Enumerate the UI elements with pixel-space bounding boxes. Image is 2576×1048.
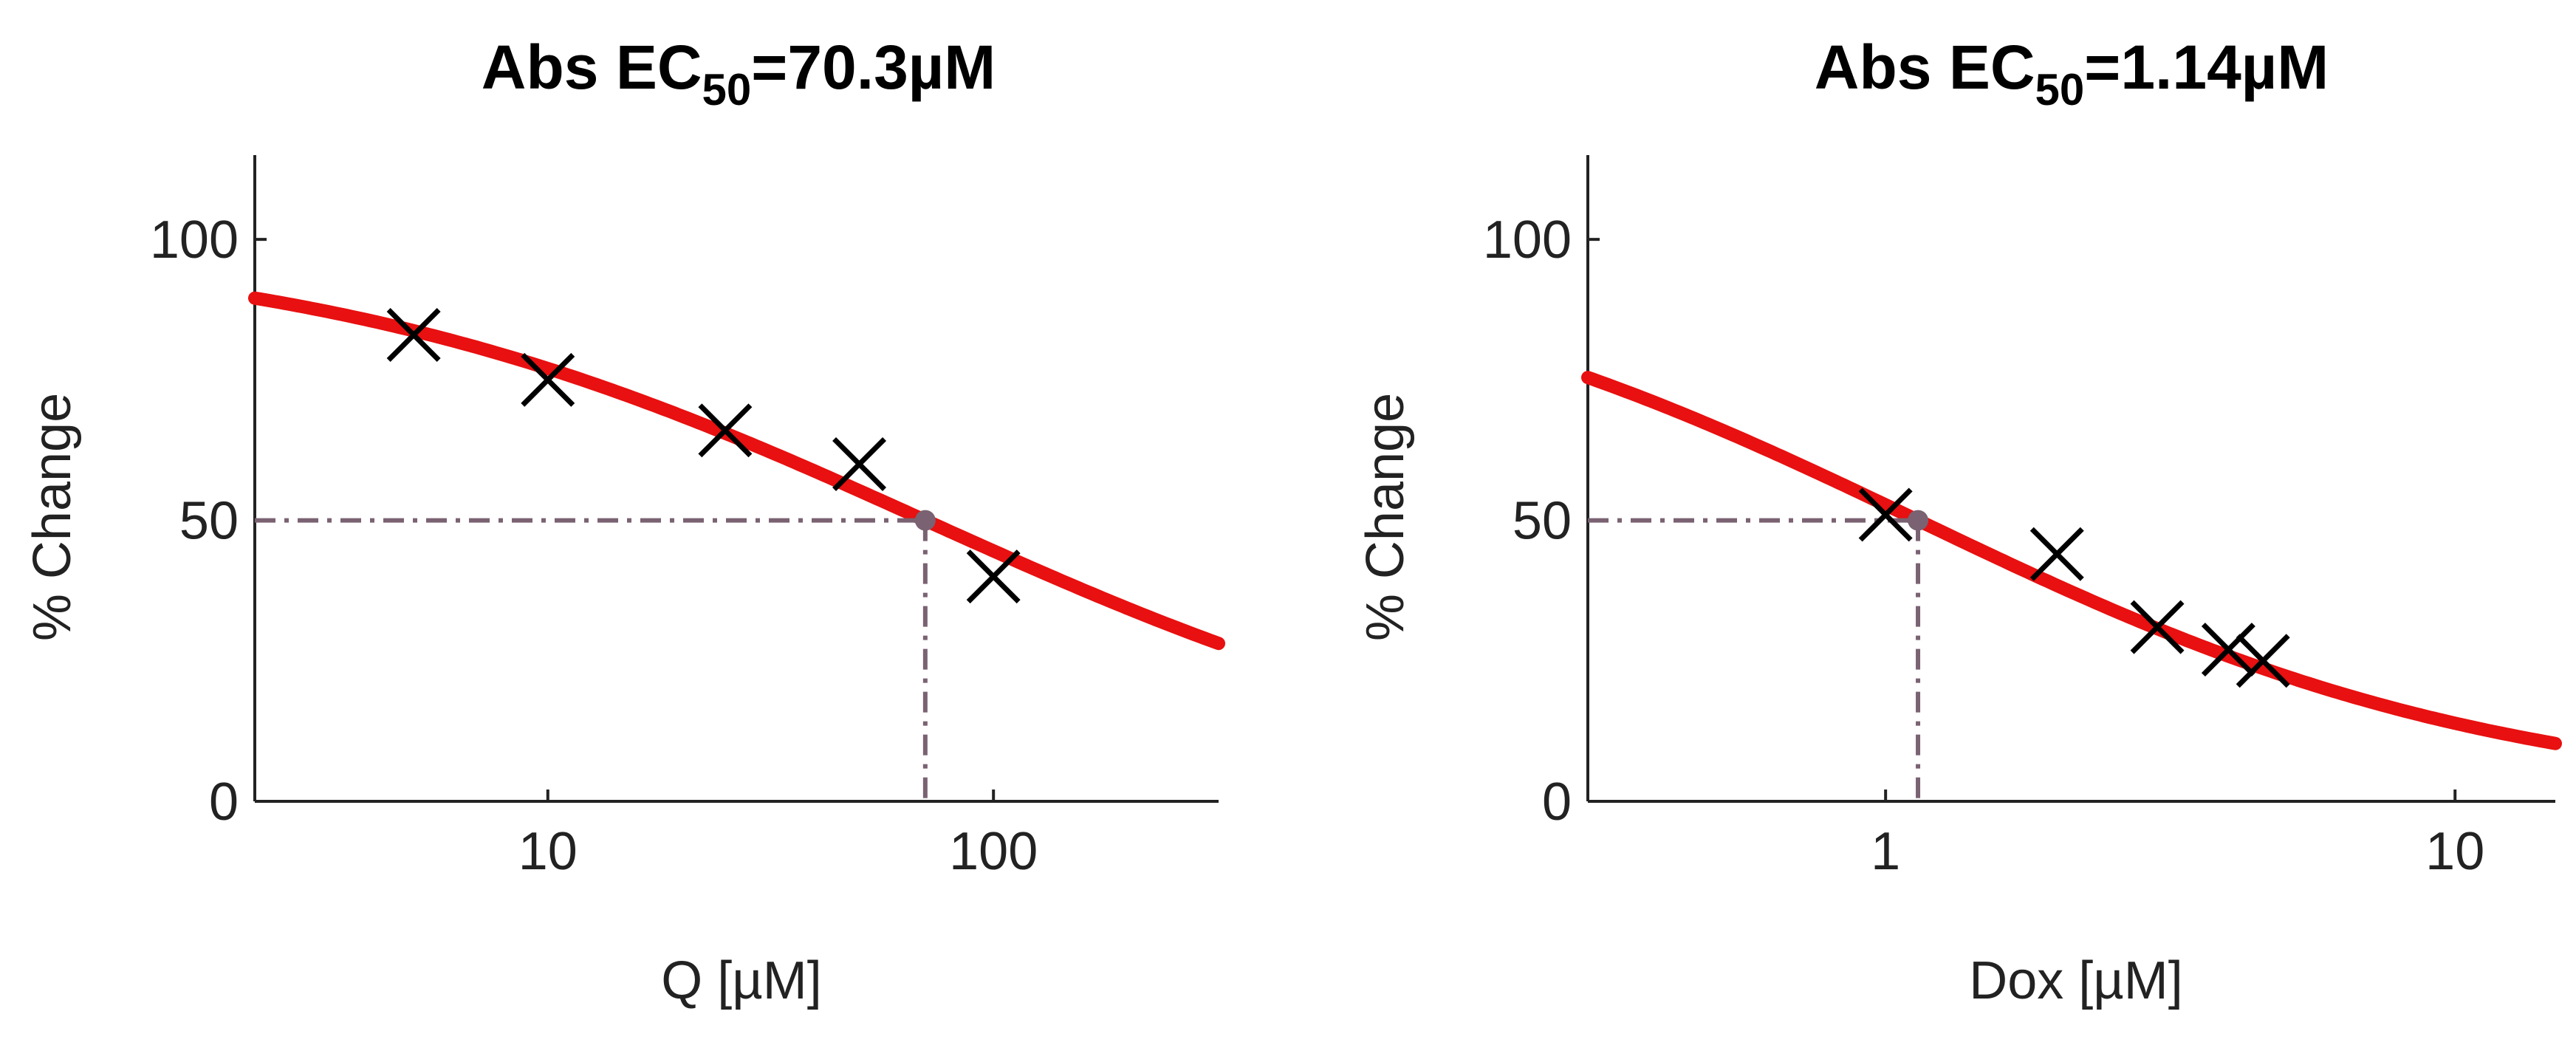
marker-stroke <box>966 549 1021 604</box>
x-axis-label: Q [µM] <box>661 951 821 1010</box>
marker-stroke <box>832 437 887 491</box>
marker-stroke <box>698 403 753 458</box>
marker-stroke <box>2201 623 2255 677</box>
x-axis-label: Dox [µM] <box>1969 951 2183 1010</box>
ec50-point <box>1908 510 1929 531</box>
y-tick-label: 50 <box>1513 492 1572 551</box>
x-tick-label: 1 <box>1871 822 1900 881</box>
marker-stroke <box>2236 634 2290 688</box>
data-point-marker <box>386 308 441 362</box>
data-point-marker <box>2201 623 2255 677</box>
y-tick-label: 100 <box>150 210 239 270</box>
ec50-point <box>914 510 936 531</box>
data-point-marker <box>966 549 1021 604</box>
x-tick-label: 100 <box>949 822 1038 881</box>
chart-title: Abs EC50=1.14µM <box>1815 32 2329 114</box>
data-point-marker <box>521 352 575 407</box>
fit-curve <box>1581 371 2562 750</box>
chart-title-suffix: =70.3µM <box>751 32 996 102</box>
marker-stroke <box>2029 527 2084 581</box>
data-point-marker <box>2236 634 2290 688</box>
data-point-marker <box>832 437 887 491</box>
data-point-marker <box>698 403 753 458</box>
chart-title-suffix: =1.14µM <box>2084 32 2329 102</box>
y-tick-label: 0 <box>209 773 239 832</box>
y-tick-label: 100 <box>1483 210 1572 270</box>
data-point-marker <box>1858 487 1913 542</box>
marker-stroke <box>521 352 575 407</box>
marker-stroke <box>2130 600 2185 654</box>
y-axis-label: % Change <box>23 393 82 641</box>
marker-stroke <box>1858 487 1913 542</box>
x-tick-label: 10 <box>518 822 578 881</box>
chart-panel-dox: Abs EC50=1.14µM % Change Dox [µM] 050100… <box>1356 32 2562 1010</box>
y-tick-label: 0 <box>1542 773 1572 832</box>
chart-title: Abs EC50=70.3µM <box>482 32 996 114</box>
data-point-marker <box>2130 600 2185 654</box>
y-tick-label: 50 <box>179 492 239 551</box>
chart-panel-q: Abs EC50=70.3µM % Change Q [µM] 05010010… <box>23 32 1225 1010</box>
x-tick-label: 10 <box>2425 822 2484 881</box>
y-axis-label: % Change <box>1356 393 1415 641</box>
chart-title-main: Abs EC <box>1815 32 2035 102</box>
chart-title-subscript: 50 <box>702 65 752 114</box>
chart-title-main: Abs EC <box>482 32 702 102</box>
data-point-marker <box>2029 527 2084 581</box>
chart-title-subscript: 50 <box>2035 65 2085 114</box>
marker-stroke <box>386 308 441 362</box>
